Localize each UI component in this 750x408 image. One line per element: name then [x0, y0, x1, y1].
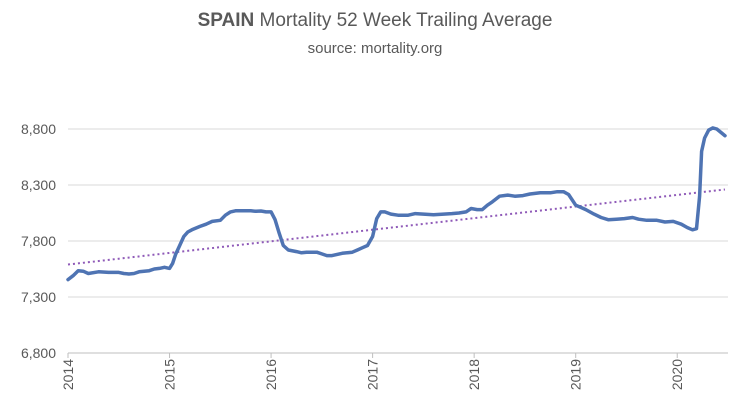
series-line [66, 126, 727, 282]
y-tick-label: 7,300 [21, 289, 56, 305]
trendline [67, 188, 726, 266]
x-tick-label: 2018 [466, 359, 482, 390]
chart-title-rest: Mortality 52 Week Trailing Average [254, 10, 553, 31]
x-tick-label: 2017 [365, 359, 381, 390]
chart-subtitle: source: mortality.org [307, 40, 443, 57]
y-tick-label: 8,300 [21, 177, 56, 193]
x-tick-label: 2020 [669, 359, 685, 390]
x-tick-label: 2016 [263, 359, 279, 390]
gridlines [68, 128, 728, 298]
y-tick-label: 8,800 [21, 121, 56, 137]
y-axis-ticks: 6,800 7,300 7,800 8,300 8,800 [21, 121, 56, 361]
x-tick-label: 2015 [162, 359, 178, 390]
x-tick-label: 2019 [568, 359, 584, 390]
x-tick-label: 2014 [60, 359, 76, 390]
chart-title: SPAIN Mortality 52 Week Trailing Average [0, 10, 750, 32]
y-tick-label: 6,800 [21, 345, 56, 361]
chart-title-bold: SPAIN [197, 10, 255, 31]
x-axis-ticks: 2014 2015 2016 2017 2018 2019 2020 [60, 353, 685, 390]
y-tick-label: 7,800 [21, 233, 56, 249]
